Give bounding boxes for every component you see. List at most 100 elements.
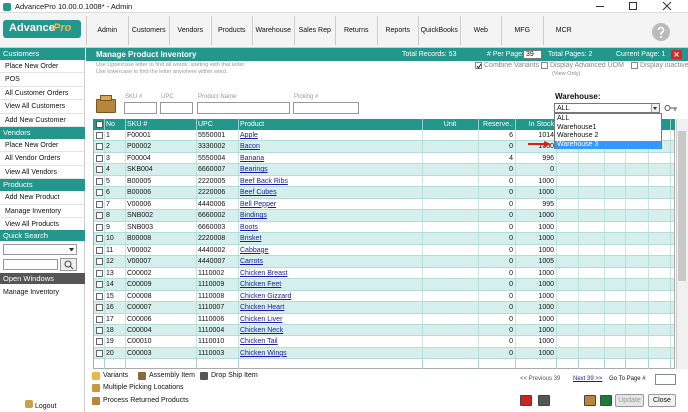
toolbar-icon[interactable] — [538, 395, 550, 406]
menu-item[interactable]: Products — [212, 15, 253, 46]
warehouse-option[interactable]: ALL — [555, 115, 661, 124]
column-header[interactable]: In Stock — [515, 119, 556, 130]
maximize-btn[interactable] — [629, 2, 637, 10]
product-link[interactable]: Apple — [238, 130, 422, 141]
sidebar-link[interactable]: View All Vendors — [0, 166, 85, 179]
product-link[interactable]: Beef Back Ribs — [238, 176, 422, 187]
option-checkbox[interactable] — [475, 62, 482, 69]
sidebar-link[interactable]: Manage Inventory — [0, 205, 85, 218]
product-link[interactable]: Chicken Wings — [238, 348, 422, 359]
product-link[interactable]: Chicken Gizzard — [238, 291, 422, 302]
sidebar-link[interactable]: All Customer Orders — [0, 87, 85, 100]
row-checkbox[interactable] — [96, 189, 103, 196]
product-link[interactable]: Chicken Neck — [238, 325, 422, 336]
row-checkbox[interactable] — [96, 327, 103, 334]
toolbar-icon[interactable] — [520, 395, 532, 406]
filter-input[interactable] — [124, 102, 157, 114]
row-checkbox[interactable] — [96, 212, 103, 219]
row-checkbox[interactable] — [96, 350, 103, 357]
select-all-checkbox[interactable] — [96, 121, 103, 128]
sidebar-link[interactable]: Place New Order — [0, 139, 85, 152]
menu-item[interactable]: MCR — [544, 15, 585, 46]
option-checkbox[interactable] — [631, 62, 638, 69]
row-checkbox[interactable] — [96, 293, 103, 300]
sidebar-link[interactable]: View All Customers — [0, 100, 85, 113]
row-checkbox[interactable] — [96, 166, 103, 173]
quick-search-input[interactable] — [3, 259, 58, 270]
sidebar-link[interactable]: Add New Product — [0, 191, 85, 204]
menu-item[interactable]: Vendors — [170, 15, 211, 46]
per-page-input[interactable]: 39 — [523, 50, 542, 59]
product-link[interactable]: Chicken Breast — [238, 268, 422, 279]
row-checkbox[interactable] — [96, 247, 103, 254]
action-button[interactable]: Update — [615, 394, 644, 407]
row-checkbox[interactable] — [96, 201, 103, 208]
close-btn[interactable] — [662, 1, 672, 11]
row-checkbox[interactable] — [96, 132, 103, 139]
menu-item[interactable]: MFG — [502, 15, 543, 46]
column-header[interactable]: Unit — [422, 119, 478, 130]
warehouse-option[interactable]: Warehouse 2 — [555, 132, 661, 141]
row-checkbox[interactable] — [96, 155, 103, 162]
help-icon[interactable] — [652, 23, 670, 41]
row-checkbox[interactable] — [96, 178, 103, 185]
column-header[interactable]: No — [104, 119, 125, 130]
sidebar-link[interactable]: Place New Order — [0, 60, 85, 73]
search-button[interactable] — [60, 258, 77, 271]
menu-item[interactable]: Admin — [87, 15, 128, 46]
prev-page-link[interactable]: << Previous 39 — [520, 374, 560, 384]
filter-input[interactable] — [160, 102, 193, 114]
product-link[interactable]: Beef Cubes — [238, 187, 422, 198]
menu-item[interactable]: Returns — [336, 15, 377, 46]
logout-link[interactable]: Logout — [35, 402, 56, 412]
product-link[interactable]: Chicken Feet — [238, 279, 422, 290]
product-link[interactable]: Banana — [238, 153, 422, 164]
column-header[interactable]: SKU # — [125, 119, 196, 130]
menu-item[interactable]: Sales Rep — [295, 15, 336, 46]
product-link[interactable]: Bacon — [238, 141, 422, 152]
row-checkbox[interactable] — [96, 316, 103, 323]
menu-item[interactable]: QuickBooks — [419, 15, 460, 46]
product-link[interactable]: Carrots — [238, 256, 422, 267]
menu-item[interactable]: Reports — [378, 15, 419, 46]
toolbar-icon[interactable] — [600, 395, 612, 406]
menu-item[interactable]: Customers — [129, 15, 170, 46]
filter-input[interactable] — [197, 102, 290, 114]
column-header[interactable]: Product — [238, 119, 422, 130]
sidebar-link[interactable]: All Vendor Orders — [0, 152, 85, 165]
row-checkbox[interactable] — [96, 338, 103, 345]
product-link[interactable]: Bindings — [238, 210, 422, 221]
warehouse-select[interactable]: ALL — [554, 103, 660, 113]
menu-item[interactable]: Web — [461, 15, 502, 46]
column-header[interactable]: UPC — [196, 119, 238, 130]
row-checkbox[interactable] — [96, 235, 103, 242]
action-button[interactable]: Close — [648, 394, 676, 407]
product-link[interactable]: Boots — [238, 222, 422, 233]
product-link[interactable]: Bell Pepper — [238, 199, 422, 210]
product-link[interactable]: Brisket — [238, 233, 422, 244]
goto-page-input[interactable] — [655, 374, 676, 385]
warehouse-option[interactable]: Warehouse1 — [555, 124, 661, 133]
sidebar-link[interactable]: POS — [0, 73, 85, 86]
filter-input[interactable] — [293, 102, 359, 114]
menu-item[interactable]: Warehouse — [253, 15, 294, 46]
row-checkbox[interactable] — [96, 224, 103, 231]
sidebar-link[interactable]: Add New Customer — [0, 114, 85, 127]
row-checkbox[interactable] — [96, 281, 103, 288]
column-header[interactable]: Reserve.. — [478, 119, 515, 130]
product-link[interactable]: Chicken Liver — [238, 314, 422, 325]
product-link[interactable]: Bearings — [238, 164, 422, 175]
toolbar-icon[interactable] — [584, 395, 596, 406]
product-link[interactable]: Chicken Heart — [238, 302, 422, 313]
open-window-item[interactable]: Manage Inventory — [3, 288, 59, 298]
row-checkbox[interactable] — [96, 258, 103, 265]
option-checkbox[interactable] — [541, 62, 548, 69]
warehouse-option[interactable]: Warehouse 3 — [555, 141, 661, 150]
product-link[interactable]: Cabbage — [238, 245, 422, 256]
product-link[interactable]: Chicken Tail — [238, 336, 422, 347]
row-checkbox[interactable] — [96, 304, 103, 311]
close-tab-btn[interactable] — [671, 50, 682, 59]
next-page-link[interactable]: Next 39 >> — [573, 374, 602, 384]
row-checkbox[interactable] — [96, 143, 103, 150]
minimize-btn[interactable] — [596, 6, 604, 7]
